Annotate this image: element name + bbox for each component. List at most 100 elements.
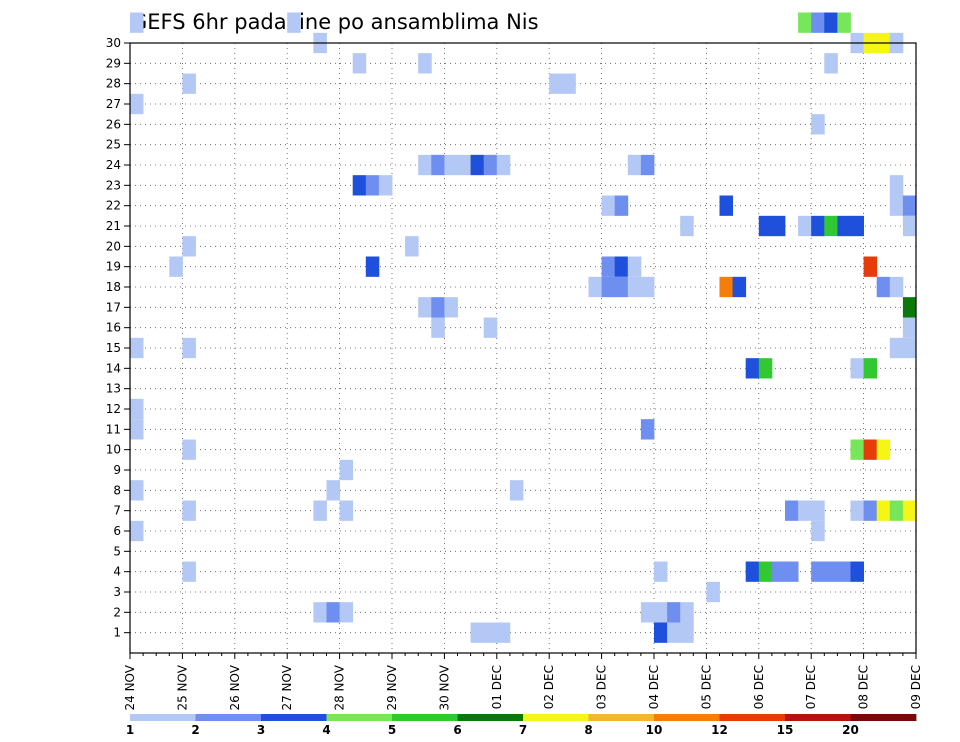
- colorbar-label: 7: [519, 723, 527, 737]
- heatmap-cell: [706, 581, 720, 603]
- heatmap-cell: [627, 154, 642, 176]
- heatmap-cell: [654, 602, 668, 623]
- heatmap-cell: [470, 622, 485, 643]
- y-tick-label: 25: [106, 138, 121, 152]
- heatmap-cell: [352, 175, 367, 196]
- heatmap-cell: [627, 276, 642, 298]
- heatmap-cell: [824, 12, 838, 33]
- colorbar-swatch: [457, 714, 524, 721]
- x-axis: 24 NOV 25 NOV 26 NOV 27 NOV 28 NOV 29 NOV 30 N…: [123, 653, 923, 711]
- heatmap-cell: [483, 622, 498, 643]
- x-tick-label: 01 DEC: [490, 665, 504, 709]
- heatmap-cell: [850, 215, 864, 237]
- heatmap-cell: [640, 602, 655, 623]
- heatmap-cell: [758, 215, 773, 237]
- heatmap-cell: [182, 561, 196, 582]
- heatmap-cell: [562, 73, 576, 94]
- colorbar-swatch: [654, 714, 720, 721]
- heatmap-cell: [771, 561, 786, 582]
- heatmap-cell: [182, 337, 196, 359]
- y-tick-label: 9: [113, 463, 121, 477]
- heatmap-cell: [654, 622, 668, 643]
- colorbar-label: 1: [126, 723, 134, 737]
- x-tick-label: 06 DEC: [752, 665, 766, 709]
- heatmap-cell: [876, 276, 891, 298]
- heatmap-cell: [863, 500, 878, 521]
- colorbar-swatch: [719, 714, 786, 721]
- colorbar-label: 2: [191, 723, 199, 737]
- heatmap-cell: [431, 317, 445, 338]
- colorbar-label: 5: [388, 723, 396, 737]
- heatmap-cell: [549, 73, 563, 94]
- colorbar-label: 3: [257, 723, 265, 737]
- y-tick-label: 6: [113, 524, 121, 538]
- heatmap-cell: [680, 622, 694, 643]
- colorbar-label: 6: [453, 723, 461, 737]
- heatmap-cell: [378, 175, 393, 196]
- y-tick-label: 21: [106, 219, 121, 233]
- heatmap-cell: [339, 459, 354, 481]
- heatmap-cell: [889, 500, 904, 521]
- y-tick-label: 15: [106, 341, 121, 355]
- colorbar-label: 4: [322, 723, 330, 737]
- heatmap-cell: [418, 53, 432, 74]
- heatmap-cell: [418, 297, 432, 318]
- x-tick-label: 29 NOV: [385, 664, 399, 710]
- colorbar-label: 10: [646, 723, 663, 737]
- heatmap-cell: [850, 561, 864, 582]
- heatmap-cell: [811, 520, 825, 542]
- heatmap-cell: [771, 215, 786, 237]
- heatmap-cell: [745, 358, 760, 379]
- heatmap-cell: [601, 276, 616, 298]
- y-tick-label: 3: [113, 585, 121, 599]
- heatmap-cell: [719, 195, 733, 216]
- x-tick-label: 07 DEC: [804, 665, 818, 709]
- colorbar-swatch: [326, 714, 393, 721]
- heatmap-cell: [889, 337, 904, 359]
- heatmap-cell: [824, 215, 838, 237]
- heatmap-cell: [418, 154, 432, 176]
- heatmap-cell: [850, 358, 864, 379]
- heatmap-cell: [182, 439, 196, 460]
- y-tick-label: 8: [113, 483, 121, 497]
- x-tick-label: 04 DEC: [647, 665, 661, 709]
- heatmap-cell: [785, 500, 799, 521]
- heatmap-cell: [719, 276, 733, 298]
- heatmap-cell: [902, 215, 917, 237]
- heatmap-cell: [876, 439, 891, 460]
- y-tick-label: 12: [106, 402, 121, 416]
- heatmap-cell: [496, 154, 511, 176]
- y-tick-label: 5: [113, 544, 121, 558]
- y-tick-label: 13: [106, 382, 121, 396]
- heatmap-cell: [863, 358, 878, 379]
- heatmap-cell: [889, 175, 904, 196]
- heatmap-cell: [509, 480, 524, 501]
- heatmap-cell: [902, 195, 917, 216]
- heatmap-cell: [863, 256, 878, 277]
- colorbar-swatch: [850, 714, 917, 721]
- heatmap-cell: [601, 195, 616, 216]
- y-tick-label: 27: [106, 97, 121, 111]
- heatmap-cell: [365, 256, 380, 277]
- heatmap-cell: [902, 297, 917, 318]
- x-tick-label: 09 DEC: [909, 665, 923, 709]
- heatmap-cell: [902, 500, 917, 521]
- heatmap-cell: [837, 12, 851, 33]
- heatmap-cell: [470, 154, 485, 176]
- y-tick-label: 22: [106, 199, 121, 213]
- heatmap-cell: [667, 622, 681, 643]
- heatmap-cell: [182, 500, 196, 521]
- heatmap-cell: [627, 256, 642, 277]
- y-tick-label: 18: [106, 280, 121, 294]
- x-tick-label: 27 NOV: [280, 664, 294, 710]
- heatmap-cell: [169, 256, 183, 277]
- heatmap-cell: [130, 480, 144, 501]
- heatmap-cell: [444, 154, 458, 176]
- heatmap-cell: [824, 53, 838, 74]
- heatmap-cell: [667, 602, 681, 623]
- y-tick-label: 20: [106, 239, 121, 253]
- y-axis: 1234567891011121314151617181920212223242…: [106, 36, 130, 640]
- heatmap-cell: [798, 12, 812, 33]
- heatmap-cell: [889, 195, 904, 216]
